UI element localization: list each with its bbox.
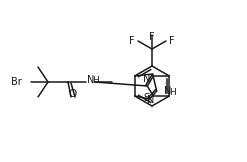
Text: N: N [87, 75, 95, 85]
Text: O: O [68, 89, 76, 99]
Text: N: N [143, 74, 150, 84]
Text: S: S [144, 93, 150, 103]
Text: F: F [149, 32, 155, 42]
Text: N: N [164, 86, 171, 96]
Text: N: N [147, 95, 154, 105]
Text: F: F [129, 36, 135, 46]
Text: Br: Br [11, 77, 22, 87]
Text: H: H [92, 76, 98, 85]
Text: F: F [169, 36, 175, 46]
Text: H: H [169, 88, 175, 97]
